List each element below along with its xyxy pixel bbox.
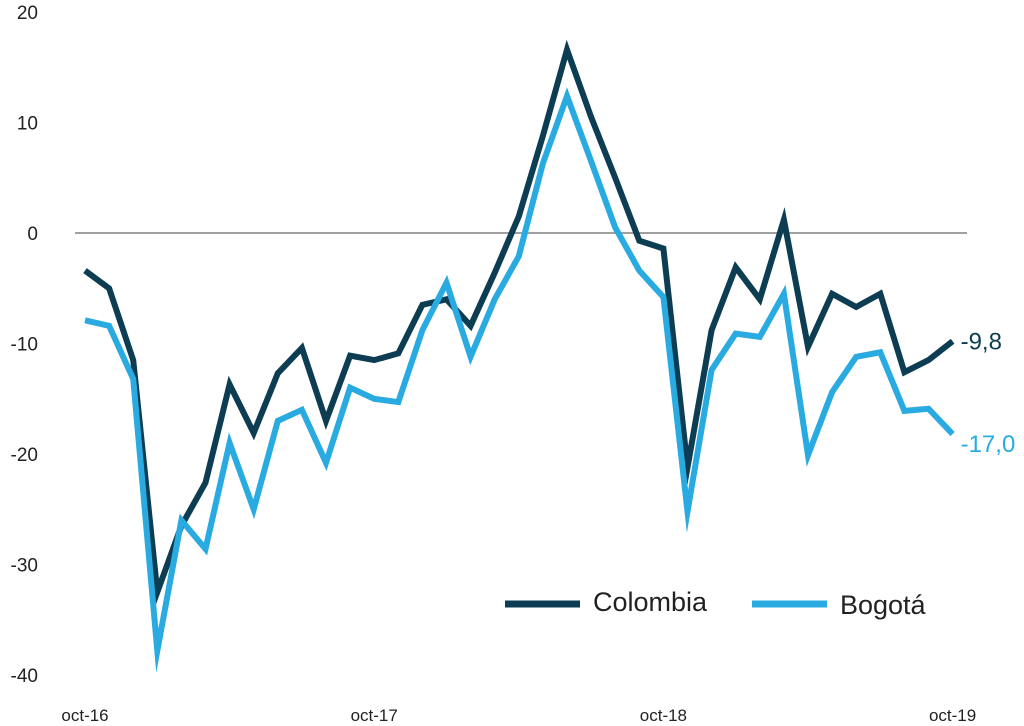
x-tick-label: oct-16 xyxy=(61,706,108,725)
y-axis: 20 10 0 -10 -20 -30 -40 xyxy=(11,3,38,687)
end-value-label: -17,0 xyxy=(961,431,1016,458)
end-value-label: -9,8 xyxy=(961,328,1002,355)
end-labels: -9,8 -17,0 xyxy=(961,328,1016,458)
x-tick-label: oct-19 xyxy=(929,706,976,725)
x-tick-label: oct-17 xyxy=(351,706,398,725)
series-line-colombia xyxy=(83,39,955,606)
legend-label: Colombia xyxy=(593,587,708,617)
y-tick-label: -30 xyxy=(11,556,38,577)
legend: Colombia Bogotá xyxy=(505,587,927,620)
y-tick-label: 20 xyxy=(17,3,38,24)
legend-label: Bogotá xyxy=(840,590,927,620)
series-lines xyxy=(83,39,955,673)
y-tick-label: -20 xyxy=(11,445,38,466)
y-tick-label: 10 xyxy=(17,114,38,135)
x-tick-label: oct-18 xyxy=(640,706,687,725)
y-tick-label: -10 xyxy=(11,335,38,356)
x-axis: oct-16 oct-17 oct-18 oct-19 xyxy=(61,706,976,725)
series-line-bogota xyxy=(84,87,955,673)
y-tick-label: 0 xyxy=(27,224,38,245)
y-tick-label: -40 xyxy=(11,666,38,687)
